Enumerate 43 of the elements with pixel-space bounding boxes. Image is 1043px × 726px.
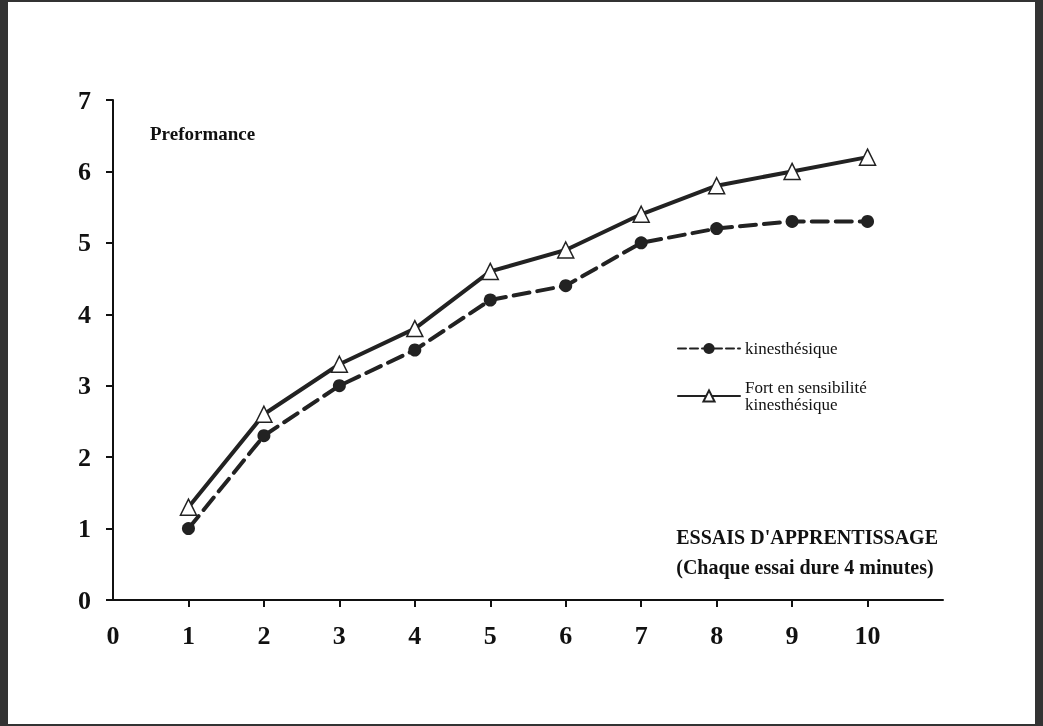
point [481, 262, 500, 281]
point [556, 241, 575, 259]
x-tick-label: 6 [559, 620, 573, 650]
point [858, 148, 877, 166]
point [255, 405, 273, 424]
x-tick-label: 1 [181, 620, 195, 650]
y-tick-label: 6 [78, 156, 91, 186]
point [632, 205, 650, 224]
point [406, 319, 424, 338]
y-axis-title: Preformance [150, 123, 256, 144]
y-tick-label: 7 [78, 85, 91, 115]
point [634, 236, 648, 250]
legend-label: Fort en sensibilité kinesthésique [745, 378, 872, 414]
point [710, 222, 724, 236]
x-tick-label: 10 [854, 620, 881, 650]
point [861, 214, 875, 228]
y-tick-label: 4 [78, 299, 91, 329]
point [783, 162, 801, 181]
x-tick-label: 7 [634, 620, 648, 650]
legend-label: kinesthésique [745, 339, 838, 358]
point [559, 279, 573, 293]
point [257, 429, 271, 443]
y-tick-label: 2 [78, 442, 91, 472]
x-tick-label: 3 [332, 620, 346, 650]
point [408, 343, 422, 357]
point [330, 355, 349, 374]
point [181, 522, 195, 536]
y-tick-label: 0 [78, 585, 91, 615]
x-axis-title: ESSAIS D'APPRENTISSAGE (Chaque essai dure 4 minutes) [676, 526, 938, 579]
x-tick-label: 2 [257, 620, 271, 650]
y-tick-label: 3 [78, 371, 91, 401]
point [785, 214, 799, 228]
y-tick-label: 1 [78, 514, 91, 544]
x-tick-label: 9 [785, 620, 799, 650]
point [483, 293, 497, 307]
x-tick-label: 0 [106, 620, 120, 650]
point [332, 379, 346, 393]
point [179, 498, 198, 516]
x-tick-label: 8 [710, 620, 724, 650]
point [707, 176, 726, 195]
y-tick-label: 5 [78, 228, 91, 258]
x-tick-label: 5 [483, 620, 497, 650]
x-tick-label: 4 [408, 620, 422, 650]
